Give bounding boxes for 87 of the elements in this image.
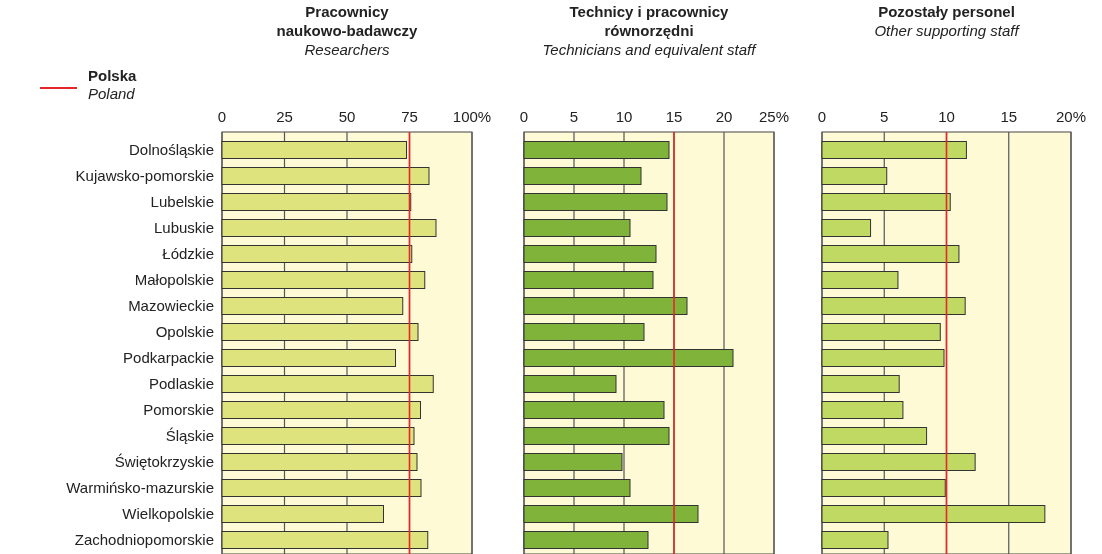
bar bbox=[221, 505, 384, 523]
y-tick-label: Opolskie bbox=[155, 323, 214, 340]
bar bbox=[821, 531, 889, 549]
x-tick-label: 10 bbox=[615, 108, 633, 125]
y-tick-label: Wielkopolskie bbox=[122, 505, 214, 522]
bar bbox=[221, 375, 434, 393]
bar bbox=[523, 323, 645, 341]
bar bbox=[821, 505, 1046, 523]
bar bbox=[221, 453, 418, 471]
bar bbox=[523, 349, 734, 367]
x-tick-label: 15 bbox=[1000, 108, 1018, 125]
bar bbox=[523, 141, 670, 159]
bar bbox=[221, 297, 404, 315]
bar bbox=[221, 479, 422, 497]
y-tick-label: Małopolskie bbox=[134, 271, 214, 288]
chart-subtitle: Other supporting staff bbox=[874, 22, 1021, 39]
x-tick-label: 50 bbox=[338, 108, 356, 125]
bar bbox=[821, 141, 967, 159]
y-tick-label: Lubelskie bbox=[150, 193, 214, 210]
bar bbox=[221, 401, 421, 419]
y-tick-label: Łódzkie bbox=[162, 245, 214, 262]
bar bbox=[221, 141, 407, 159]
bar bbox=[523, 297, 688, 315]
bar bbox=[221, 531, 429, 549]
bar bbox=[821, 349, 945, 367]
bar bbox=[221, 427, 415, 445]
x-tick-label: 25 bbox=[276, 108, 293, 125]
y-tick-label: Podkarpackie bbox=[123, 349, 214, 366]
x-tick-label: 20% bbox=[1055, 108, 1087, 125]
bar bbox=[523, 479, 631, 497]
bar bbox=[821, 323, 941, 341]
bar bbox=[523, 401, 665, 419]
y-tick-label: Warmińsko-mazurskie bbox=[66, 479, 214, 496]
y-tick-label: Pomorskie bbox=[143, 401, 214, 418]
x-tick-label: 75 bbox=[401, 108, 418, 125]
legend-label: Polska Poland bbox=[88, 67, 138, 102]
bar bbox=[523, 427, 670, 445]
x-tick-label: 15 bbox=[665, 108, 683, 125]
bar bbox=[221, 271, 426, 289]
bar bbox=[821, 479, 946, 497]
bar bbox=[821, 401, 904, 419]
bar bbox=[821, 427, 928, 445]
bar bbox=[821, 193, 951, 211]
bar bbox=[821, 219, 872, 237]
bar bbox=[821, 245, 960, 263]
bar bbox=[821, 453, 976, 471]
bar bbox=[221, 245, 413, 263]
bar bbox=[523, 167, 642, 185]
chart-subtitle: Technicians and equivalent staff bbox=[542, 41, 758, 58]
bar bbox=[821, 297, 966, 315]
y-tick-label: Mazowieckie bbox=[128, 297, 214, 314]
x-tick-label: 25% bbox=[758, 108, 790, 125]
x-tick-label: 5 bbox=[569, 108, 579, 125]
bar bbox=[523, 271, 654, 289]
x-tick-label: 5 bbox=[880, 108, 889, 125]
y-tick-label: Dolnośląskie bbox=[128, 141, 214, 158]
y-tick-label: Lubuskie bbox=[153, 219, 214, 236]
bar bbox=[221, 219, 437, 237]
x-tick-label: 0 bbox=[817, 108, 827, 125]
chart-title: Technicy i pracownicy równorzędni bbox=[569, 3, 730, 39]
bar bbox=[523, 375, 617, 393]
x-tick-label: 100% bbox=[452, 108, 492, 125]
chart-title: Pozostały personel bbox=[878, 3, 1015, 20]
chart-subtitle: Researchers bbox=[304, 41, 391, 58]
y-tick-label: Śląskie bbox=[165, 427, 214, 444]
bar bbox=[821, 375, 900, 393]
bar bbox=[523, 505, 699, 523]
bar bbox=[523, 531, 649, 549]
y-tick-label: Kujawsko-pomorskie bbox=[75, 167, 214, 184]
y-tick-label: Podlaskie bbox=[148, 375, 214, 392]
bar bbox=[523, 453, 623, 471]
bar bbox=[523, 245, 657, 263]
x-tick-label: 0 bbox=[217, 108, 227, 125]
y-tick-label: Świętokrzyskie bbox=[114, 453, 214, 470]
bar bbox=[221, 167, 430, 185]
bar bbox=[221, 323, 419, 341]
x-tick-label: 20 bbox=[715, 108, 733, 125]
bar bbox=[221, 193, 412, 211]
bar bbox=[523, 219, 631, 237]
bar bbox=[821, 167, 888, 185]
bar bbox=[821, 271, 899, 289]
x-tick-label: 0 bbox=[519, 108, 529, 125]
chart-title: Pracownicy naukowo-badawczy bbox=[276, 3, 419, 39]
x-tick-label: 10 bbox=[938, 108, 955, 125]
y-tick-label: Zachodniopomorskie bbox=[74, 531, 214, 548]
bar bbox=[523, 193, 668, 211]
bar bbox=[221, 349, 396, 367]
